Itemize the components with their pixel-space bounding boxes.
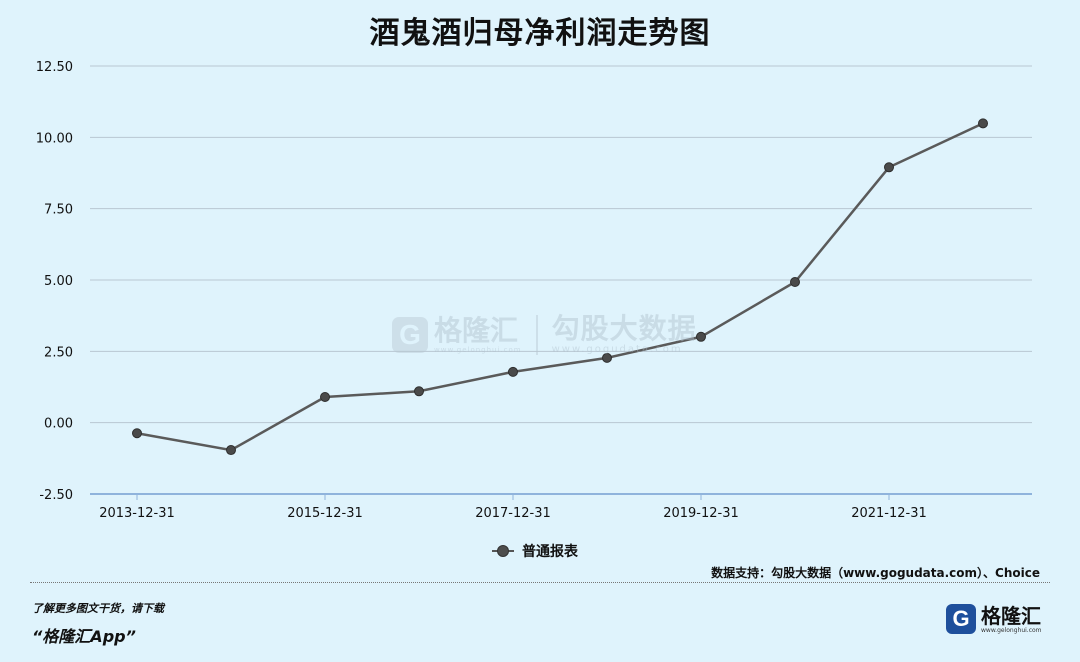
app-name: “格隆汇App” [32, 627, 136, 646]
watermark: G 格隆汇 www.gelonghui.com 勾股大数据 www.goguda… [392, 314, 697, 355]
gelonghui-logo-icon: G [946, 604, 976, 634]
data-point [884, 162, 894, 173]
y-tick-label: 7.50 [44, 203, 73, 218]
data-point [508, 366, 518, 377]
y-tick-label: -2.50 [39, 488, 73, 503]
x-tick-label: 2017-12-31 [475, 506, 551, 521]
data-point [132, 428, 142, 439]
data-point [414, 386, 424, 397]
data-point [978, 118, 988, 129]
watermark-brand: 格隆汇 [434, 313, 519, 347]
watermark-data-brand: 勾股大数据 [551, 312, 697, 345]
watermark-divider [535, 314, 538, 355]
data-source: 数据支持：勾股大数据（www.gogudata.com）、Choice [711, 566, 1040, 580]
chart-title: 酒鬼酒归母净利润走势图 [369, 16, 711, 51]
gelonghui-watermark-logo-icon: G [392, 316, 428, 353]
y-tick-label: 0.00 [44, 417, 73, 432]
data-point [790, 276, 800, 287]
legend-label: 普通报表 [522, 544, 578, 560]
series-line [136, 122, 984, 452]
x-tick-label: 2021-12-31 [851, 506, 927, 521]
data-point [696, 331, 706, 342]
logo-url: www.gelonghui.com [981, 626, 1042, 634]
download-promo: 了解更多图文干货，请下载 [32, 602, 164, 615]
watermark-brand-url: www.gelonghui.com [434, 345, 522, 354]
y-tick-label: 5.00 [44, 274, 73, 289]
data-point [226, 445, 236, 456]
watermark-data-url: www.gogudata.com [551, 344, 683, 355]
data-point [602, 352, 612, 363]
y-tick-label: 2.50 [44, 345, 73, 360]
x-tick-label: 2019-12-31 [663, 506, 739, 521]
logo-text: 格隆汇 [981, 603, 1041, 628]
chart-legend[interactable]: 普通报表 [492, 541, 578, 561]
y-tick-label: 12.50 [36, 60, 73, 75]
gelonghui-logo: G 格隆汇 www.gelonghui.com [946, 604, 1042, 634]
y-tick-label: 10.00 [36, 131, 73, 146]
x-tick-label: 2013-12-31 [99, 506, 175, 521]
data-point [320, 391, 330, 402]
x-tick-label: 2015-12-31 [287, 506, 363, 521]
footer-divider [30, 582, 1050, 583]
legend-line-marker-icon [492, 544, 514, 558]
